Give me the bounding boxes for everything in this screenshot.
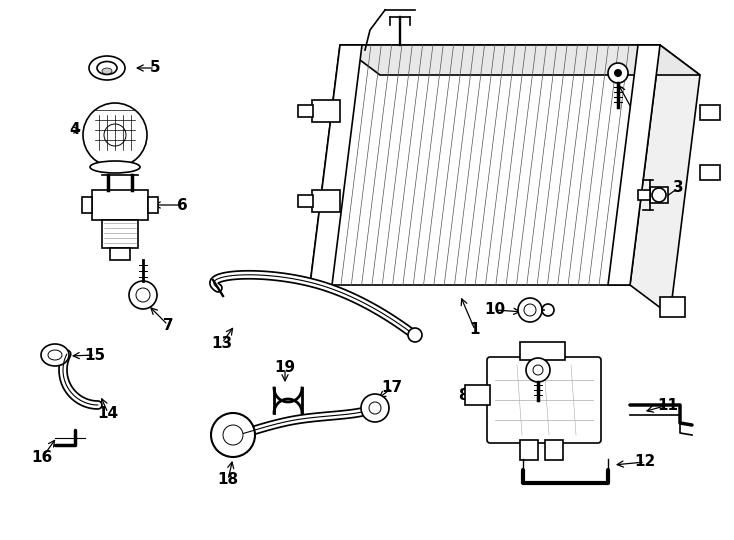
Text: 8: 8	[458, 388, 468, 402]
Bar	[700, 105, 720, 120]
Polygon shape	[340, 45, 700, 75]
Circle shape	[533, 365, 543, 375]
Bar	[92, 190, 148, 220]
Bar	[312, 190, 340, 212]
FancyBboxPatch shape	[487, 357, 601, 443]
Bar	[298, 105, 313, 117]
Text: 6: 6	[177, 198, 187, 213]
Circle shape	[83, 103, 147, 167]
Circle shape	[211, 413, 255, 457]
Ellipse shape	[89, 56, 125, 80]
Text: 7: 7	[163, 318, 173, 333]
Bar	[110, 248, 130, 260]
Text: 4: 4	[70, 123, 80, 138]
Text: 19: 19	[275, 361, 296, 375]
Circle shape	[652, 188, 666, 202]
Ellipse shape	[97, 62, 117, 75]
Bar	[298, 195, 313, 207]
Text: 16: 16	[32, 450, 53, 465]
Bar	[545, 440, 563, 460]
Circle shape	[369, 402, 381, 414]
Text: 5: 5	[150, 60, 160, 76]
Text: 17: 17	[382, 381, 402, 395]
Circle shape	[608, 63, 628, 83]
Polygon shape	[310, 45, 362, 285]
Text: 1: 1	[470, 322, 480, 338]
Circle shape	[136, 288, 150, 302]
Ellipse shape	[90, 161, 140, 173]
Bar	[638, 190, 650, 200]
Circle shape	[526, 358, 550, 382]
Polygon shape	[310, 45, 660, 285]
Text: 15: 15	[84, 348, 106, 362]
Text: 3: 3	[672, 180, 683, 195]
Ellipse shape	[41, 344, 69, 366]
Bar	[312, 100, 340, 122]
Bar	[650, 187, 668, 203]
Bar	[82, 197, 92, 213]
Text: 11: 11	[658, 397, 678, 413]
Ellipse shape	[48, 350, 62, 360]
Circle shape	[518, 298, 542, 322]
Bar	[700, 165, 720, 180]
Text: 14: 14	[98, 406, 119, 421]
Circle shape	[614, 69, 622, 77]
Text: 9: 9	[570, 366, 581, 381]
Text: 12: 12	[634, 455, 655, 469]
Ellipse shape	[102, 68, 112, 74]
Polygon shape	[608, 45, 660, 285]
Circle shape	[408, 328, 422, 342]
Polygon shape	[630, 45, 700, 315]
Circle shape	[129, 281, 157, 309]
Bar	[102, 220, 138, 248]
Circle shape	[223, 425, 243, 445]
Text: 10: 10	[484, 302, 506, 318]
Text: 2: 2	[633, 112, 644, 127]
Text: 18: 18	[217, 472, 239, 488]
Circle shape	[361, 394, 389, 422]
Circle shape	[524, 304, 536, 316]
Bar	[520, 342, 565, 360]
Text: 13: 13	[211, 335, 233, 350]
Bar	[465, 385, 490, 405]
Bar	[520, 440, 538, 460]
Bar	[148, 197, 158, 213]
Circle shape	[542, 304, 554, 316]
Bar	[660, 297, 685, 317]
